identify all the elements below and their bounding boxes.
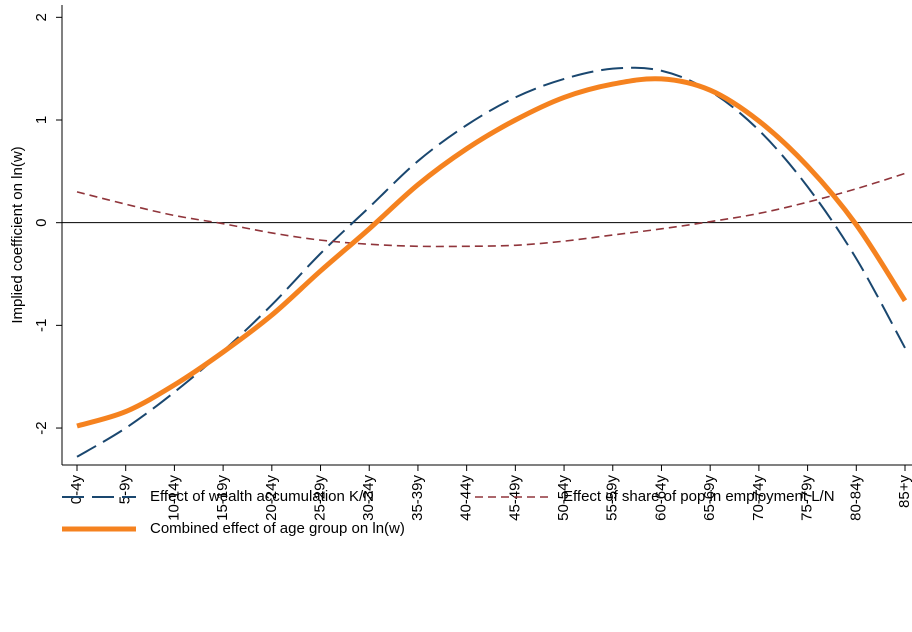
- x-tick-label: 0-4y: [68, 475, 85, 505]
- x-tick-label: 40-44y: [458, 475, 475, 521]
- legend-label: Combined effect of age group on ln(w): [150, 520, 405, 537]
- legend-label: Effect of wealth accumulation K/N: [150, 488, 374, 505]
- x-tick-label: 25-29y: [311, 475, 328, 521]
- y-tick-label: 0: [33, 219, 50, 227]
- x-tick-label: 15-19y: [214, 475, 231, 521]
- x-tick-label: 75-79y: [799, 475, 816, 521]
- series-line: [76, 76, 908, 429]
- legend-label: Effect of share of pop in employment L/N: [563, 488, 835, 505]
- x-tick-label: 20-24y: [263, 475, 280, 521]
- x-tick-label: 85+y: [896, 475, 912, 508]
- x-tick-label: 35-39y: [409, 475, 426, 521]
- x-tick-label: 30-34y: [360, 475, 377, 521]
- x-tick-label: 10-14y: [165, 475, 182, 521]
- series-line: [76, 172, 906, 248]
- series-line: [76, 66, 906, 458]
- x-tick-label: 65-69y: [701, 475, 718, 521]
- x-tick-label: 55-59y: [604, 475, 621, 521]
- y-tick-label: 2: [33, 13, 50, 21]
- x-tick-label: 80-84y: [847, 475, 864, 521]
- x-tick-label: 5-9y: [117, 475, 134, 505]
- x-tick-label: 60-64y: [652, 475, 669, 521]
- y-tick-label: -2: [33, 421, 50, 434]
- x-tick-label: 50-54y: [555, 475, 572, 521]
- y-tick-label: 1: [33, 116, 50, 124]
- y-axis-title: Implied coefficient on ln(w): [9, 146, 26, 323]
- y-tick-label: -1: [33, 319, 50, 332]
- x-tick-label: 70-74y: [750, 475, 767, 521]
